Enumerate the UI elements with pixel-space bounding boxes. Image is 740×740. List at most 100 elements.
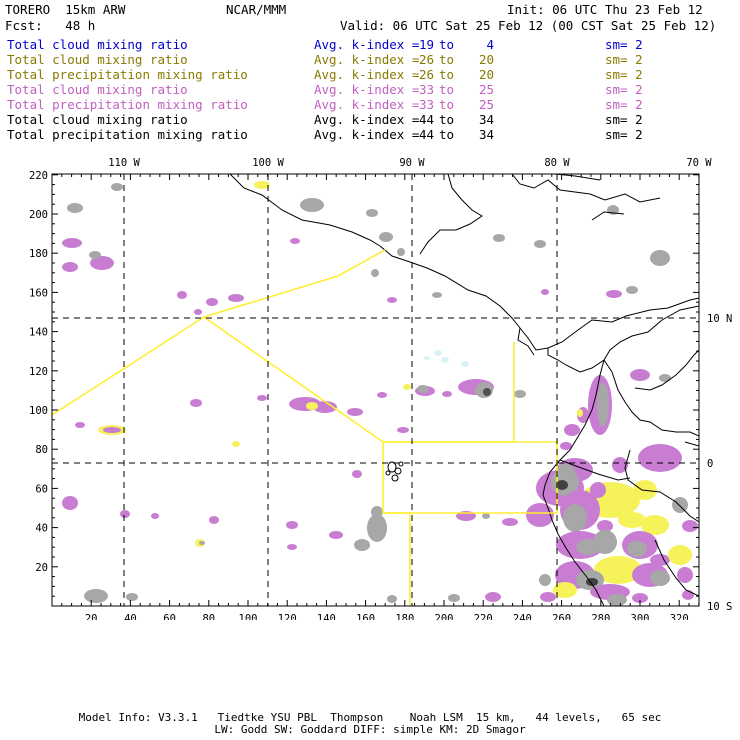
x-tick-label: 160 [356,613,375,620]
coastline [684,441,699,447]
y-tick-label: 180 [29,248,48,260]
shaded-cell [502,518,518,526]
y-tick-label: 120 [29,366,48,378]
shaded-cell [641,515,669,535]
shaded-cell [424,356,430,360]
legend-avg-label: Avg. k-index = [314,112,420,127]
x-tick-label: 120 [278,613,297,620]
coastline [624,449,699,523]
domain-outline [52,249,558,606]
legend-k-end: 20 [478,52,494,67]
shaded-cell [483,388,491,396]
shaded-cell [448,594,460,602]
legend-field: Total precipitation mixing ratio [7,67,248,82]
shaded-cell [627,541,647,557]
shaded-cell [190,399,202,407]
shaded-cell [347,408,363,416]
valid-time: Valid: 06 UTC Sat 25 Feb 12 (00 CST Sat … [340,18,717,33]
legend-field: Total precipitation mixing ratio [7,97,248,112]
shaded-cell [493,234,505,242]
shaded-cell [387,297,397,303]
shaded-cell [650,554,670,566]
coastline [591,211,625,221]
shaded-cell [89,251,101,259]
shaded-cell [377,392,387,398]
legend-to: to [439,127,455,142]
legend-field: Total precipitation mixing ratio [7,127,248,142]
shaded-cell [434,350,442,356]
shaded-cell [682,590,694,600]
shaded-cell [397,427,409,433]
shaded-cell [461,361,469,367]
shaded-cell [606,290,622,298]
coastline [634,349,699,391]
y-tick-label: 60 [35,483,48,495]
legend-smoothing: sm= 2 [605,127,643,142]
legend-row: Total precipitation mixing ratio Avg. k-i… [7,127,697,142]
shaded-cell [677,567,693,583]
legend-smoothing: sm= 2 [605,97,643,112]
coastline [542,359,605,606]
shaded-cell [111,183,123,191]
shaded-cell [612,457,628,473]
shaded-cell [257,395,267,401]
coastline [517,327,535,356]
shaded-cell [564,424,580,436]
x-tick-label: 260 [552,613,571,620]
shaded-cell [650,570,670,586]
y-tick-label: 200 [29,209,48,221]
longitude-label: 70 W [686,157,712,169]
legend-row: Total cloud mixing ratio Avg. k-index = 26… [7,52,697,67]
shaded-cell [441,357,449,363]
latitude-label: 10 S [707,601,732,613]
legend-row: Total precipitation mixing ratio Avg. k-i… [7,97,697,112]
legend-to: to [439,67,455,82]
legend-k-end: 25 [478,82,494,97]
x-tick-label: 220 [474,613,493,620]
shaded-cell [668,545,692,565]
shaded-cell [630,369,650,381]
legend-row: Total cloud mixing ratio Avg. k-index = 44… [7,112,697,127]
shaded-cell [534,240,546,248]
shaded-cell [194,309,202,315]
island [398,461,404,467]
latitude-label: 10 N [707,313,732,325]
shaded-cell [62,262,78,272]
shaded-cell [638,444,682,472]
legend-k-start: 44 [418,127,434,142]
coastline [511,174,661,203]
latitude-label: 0 [707,458,713,470]
legend-k-end: 34 [478,127,494,142]
shaded-cell [597,520,613,532]
longitude-label: 90 W [399,157,425,169]
shaded-cell [371,506,383,518]
shaded-cell [126,593,138,601]
legend-k-start: 44 [418,112,434,127]
shaded-cell [177,291,187,299]
axis-labels: 20 40 60 80 100 120 140 160 180 200 220 240 260 280 30… [29,157,732,620]
shaded-cell [590,482,606,498]
legend-row: Total precipitation mixing ratio Avg. k-i… [7,67,697,82]
legend-k-start: 26 [418,52,434,67]
shaded-cell [120,510,130,518]
shaded-cell [90,256,114,270]
shaded-cell [84,589,108,603]
shaded-cell [397,248,405,256]
shaded-cell [597,383,609,427]
shaded-cell [67,203,83,213]
shaded-cell [75,422,85,428]
island [391,474,399,482]
legend-field: Total cloud mixing ratio [7,112,188,127]
map-panel: 20 40 60 80 100 120 140 160 180 200 220 240 260 280 30… [29,157,732,620]
organization-label: NCAR/MMM [226,2,287,17]
shaded-cell [594,556,642,584]
legend-k-start: 19 [418,37,434,52]
model-info: Model Info: V3.3.1 Tiedtke YSU PBL Thomp… [78,711,662,724]
legend-avg-label: Avg. k-index = [314,37,420,52]
coastline [603,359,699,437]
legend-avg-label: Avg. k-index = [314,97,420,112]
legend-row: Total cloud mixing ratio Avg. k-index = 33… [7,82,697,97]
legend-to: to [439,37,455,52]
shaded-cell [526,503,554,527]
coastline [229,174,699,351]
